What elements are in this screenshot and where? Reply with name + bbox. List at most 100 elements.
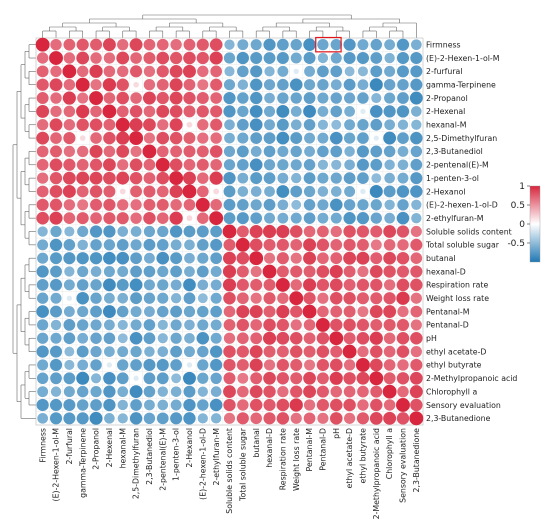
correlation-circle bbox=[329, 358, 343, 372]
correlation-circle bbox=[303, 278, 317, 292]
correlation-circle bbox=[317, 145, 329, 158]
correlation-circle bbox=[49, 358, 63, 372]
correlation-circle bbox=[290, 319, 302, 331]
correlation-circle bbox=[50, 145, 63, 158]
correlation-circle bbox=[277, 292, 289, 304]
correlation-circle bbox=[236, 358, 249, 371]
correlation-circle bbox=[250, 91, 263, 105]
correlation-circle bbox=[170, 145, 183, 158]
correlation-circle bbox=[90, 332, 102, 344]
correlation-circle bbox=[396, 412, 410, 425]
correlation-circle bbox=[236, 332, 249, 345]
correlation-circle bbox=[143, 292, 156, 304]
correlation-circle bbox=[195, 197, 210, 212]
colorbar-tick-label: 0 bbox=[519, 220, 525, 230]
correlation-circle bbox=[103, 385, 116, 398]
correlation-circle bbox=[316, 238, 330, 252]
correlation-circle bbox=[370, 385, 383, 398]
correlation-circle bbox=[410, 252, 423, 264]
correlation-circle bbox=[264, 92, 275, 104]
colorbar-tick-label: -0.5 bbox=[507, 239, 525, 249]
correlation-circle bbox=[130, 359, 142, 371]
correlation-circle bbox=[117, 346, 129, 358]
column-label: 2-Hexenal bbox=[105, 428, 114, 467]
correlation-circle bbox=[197, 413, 208, 424]
correlation-circle bbox=[183, 305, 196, 318]
correlation-circle bbox=[129, 385, 143, 399]
correlation-circle bbox=[250, 78, 263, 91]
correlation-circle bbox=[410, 319, 422, 331]
correlation-circle bbox=[143, 52, 156, 65]
correlation-circle bbox=[343, 238, 356, 251]
correlation-circle bbox=[129, 105, 143, 118]
correlation-circle bbox=[89, 144, 103, 158]
correlation-circle bbox=[63, 132, 76, 145]
correlation-circle bbox=[357, 345, 369, 358]
correlation-circle bbox=[343, 385, 356, 398]
row-label: (E)-2-Hexen-1-ol-M bbox=[426, 54, 499, 63]
correlation-circle bbox=[77, 239, 88, 251]
correlation-circle bbox=[183, 385, 196, 398]
correlation-circle bbox=[63, 145, 76, 158]
correlation-circle bbox=[410, 131, 423, 145]
correlation-circle bbox=[237, 105, 249, 118]
correlation-circle bbox=[250, 212, 263, 224]
correlation-circle bbox=[237, 65, 249, 78]
correlation-circle bbox=[397, 359, 409, 371]
correlation-circle bbox=[370, 199, 382, 211]
correlation-circle bbox=[76, 385, 89, 398]
correlation-circle bbox=[90, 79, 102, 91]
row-label: hexanal-D bbox=[426, 267, 466, 276]
correlation-circle bbox=[276, 372, 290, 385]
correlation-circle bbox=[357, 199, 369, 211]
correlation-circle bbox=[360, 188, 366, 195]
column-label: 2-furfural bbox=[65, 428, 74, 465]
correlation-circle bbox=[330, 65, 343, 78]
correlation-circle bbox=[249, 118, 263, 132]
correlation-circle bbox=[210, 65, 223, 78]
correlation-circle bbox=[130, 92, 142, 104]
correlation-circle bbox=[316, 372, 329, 385]
correlation-circle bbox=[276, 331, 290, 345]
correlation-circle bbox=[369, 265, 383, 278]
correlation-circle bbox=[209, 171, 223, 185]
correlation-circle bbox=[143, 79, 156, 91]
row-label: Total soluble sugar bbox=[425, 241, 500, 250]
correlation-circle bbox=[277, 172, 289, 184]
correlation-circle bbox=[290, 305, 303, 318]
correlation-circle bbox=[357, 132, 369, 144]
correlation-circle bbox=[62, 171, 76, 185]
correlation-circle bbox=[396, 105, 410, 118]
correlation-circle bbox=[77, 265, 89, 278]
correlation-circle bbox=[182, 64, 196, 78]
column-label: 2-pentenal(E)-M bbox=[158, 428, 167, 491]
correlation-circle bbox=[76, 104, 90, 119]
correlation-circle bbox=[116, 251, 130, 265]
correlation-circle bbox=[130, 292, 143, 305]
correlation-circle bbox=[303, 238, 317, 252]
correlation-circle bbox=[263, 305, 276, 318]
correlation-circle bbox=[250, 412, 262, 425]
correlation-circle bbox=[409, 411, 424, 426]
correlation-circle bbox=[410, 65, 423, 78]
row-label: pH bbox=[426, 334, 437, 343]
correlation-circle bbox=[303, 265, 316, 278]
correlation-circle bbox=[317, 92, 329, 104]
correlation-circle bbox=[143, 358, 156, 371]
correlation-circle bbox=[143, 412, 156, 425]
correlation-circle bbox=[303, 399, 316, 411]
correlation-circle bbox=[383, 292, 396, 305]
correlation-circle bbox=[330, 92, 342, 104]
correlation-circle bbox=[210, 305, 222, 318]
correlation-circle bbox=[184, 252, 195, 264]
correlation-circle bbox=[197, 319, 209, 331]
correlation-circle bbox=[237, 92, 249, 104]
correlation-circle bbox=[210, 358, 223, 372]
correlation-circle bbox=[383, 359, 396, 371]
correlation-circle bbox=[396, 251, 410, 265]
correlation-circle bbox=[130, 52, 142, 64]
correlation-circle bbox=[249, 358, 263, 372]
correlation-circle bbox=[156, 358, 169, 371]
correlation-circle bbox=[410, 278, 423, 292]
